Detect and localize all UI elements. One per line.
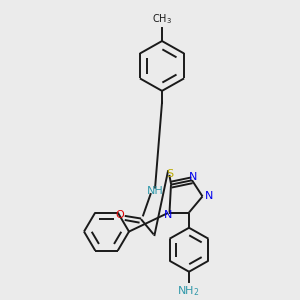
Text: N: N xyxy=(164,211,172,220)
Text: CH$_3$: CH$_3$ xyxy=(152,13,172,26)
Text: NH$_2$: NH$_2$ xyxy=(177,284,200,298)
Text: O: O xyxy=(115,211,124,220)
Text: N: N xyxy=(189,172,198,182)
Text: NH: NH xyxy=(147,185,164,196)
Text: S: S xyxy=(166,169,173,178)
Text: N: N xyxy=(205,191,213,201)
